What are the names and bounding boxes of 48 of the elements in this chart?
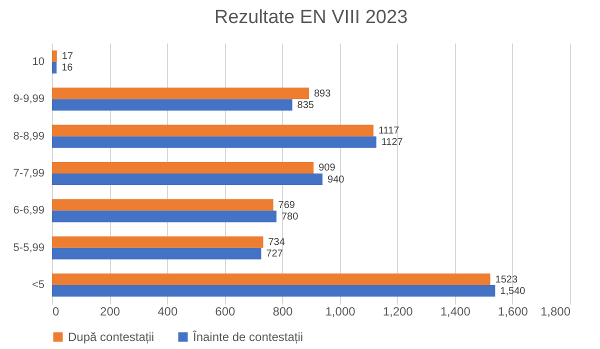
bar — [52, 62, 57, 74]
bar — [52, 285, 496, 297]
x-tick-label: 1,200 — [382, 304, 414, 318]
data-label: 734 — [268, 237, 286, 248]
y-tick-label: 6-6,99 — [13, 204, 44, 217]
y-tick-label: 9-9,99 — [13, 93, 44, 106]
data-label: 1117 — [378, 126, 400, 137]
data-label: 17 — [62, 51, 74, 62]
x-tick-label: 1,000 — [325, 304, 356, 318]
bar — [52, 236, 264, 248]
chart-title: Rezultate EN VIII 2023 — [214, 7, 408, 28]
data-label: 727 — [266, 248, 284, 260]
data-label: 1,540 — [500, 286, 526, 297]
x-tick-label: 1,400 — [440, 304, 471, 318]
x-tick-label: 1,600 — [498, 304, 528, 318]
x-tick-label: 800 — [272, 304, 294, 318]
bar — [52, 124, 374, 136]
bar — [52, 136, 376, 148]
y-tick-label: 5-5,99 — [13, 242, 44, 254]
bar — [52, 50, 57, 62]
x-tick-label: 600 — [215, 304, 236, 318]
bar — [52, 88, 309, 100]
legend-label: Înainte de contestații — [192, 330, 304, 344]
x-tick-label: 200 — [100, 304, 120, 318]
data-label: 780 — [281, 211, 299, 222]
data-label: 769 — [278, 200, 296, 211]
y-tick-label: <5 — [32, 279, 44, 292]
bar — [52, 174, 323, 186]
y-tick-label: 10 — [32, 56, 44, 68]
data-label: 16 — [62, 62, 74, 74]
data-label: 940 — [328, 174, 345, 186]
x-tick-label: 400 — [158, 304, 178, 318]
x-tick-label: 0 — [52, 304, 60, 318]
y-tick-label: 7-7,99 — [13, 168, 44, 180]
bar — [52, 274, 490, 286]
data-label: 1127 — [381, 137, 404, 148]
data-label: 909 — [318, 162, 336, 174]
x-tick-label: 1,800 — [540, 304, 571, 318]
data-label: 1523 — [495, 274, 518, 286]
bar — [52, 199, 274, 211]
bar — [52, 248, 262, 260]
legend-label: După contestații — [68, 330, 154, 344]
data-label: 893 — [314, 88, 332, 100]
bar — [52, 210, 276, 222]
data-label: 835 — [297, 100, 314, 111]
y-tick-label: 8-8,99 — [13, 130, 44, 142]
bar — [52, 99, 292, 111]
bar — [52, 162, 314, 174]
